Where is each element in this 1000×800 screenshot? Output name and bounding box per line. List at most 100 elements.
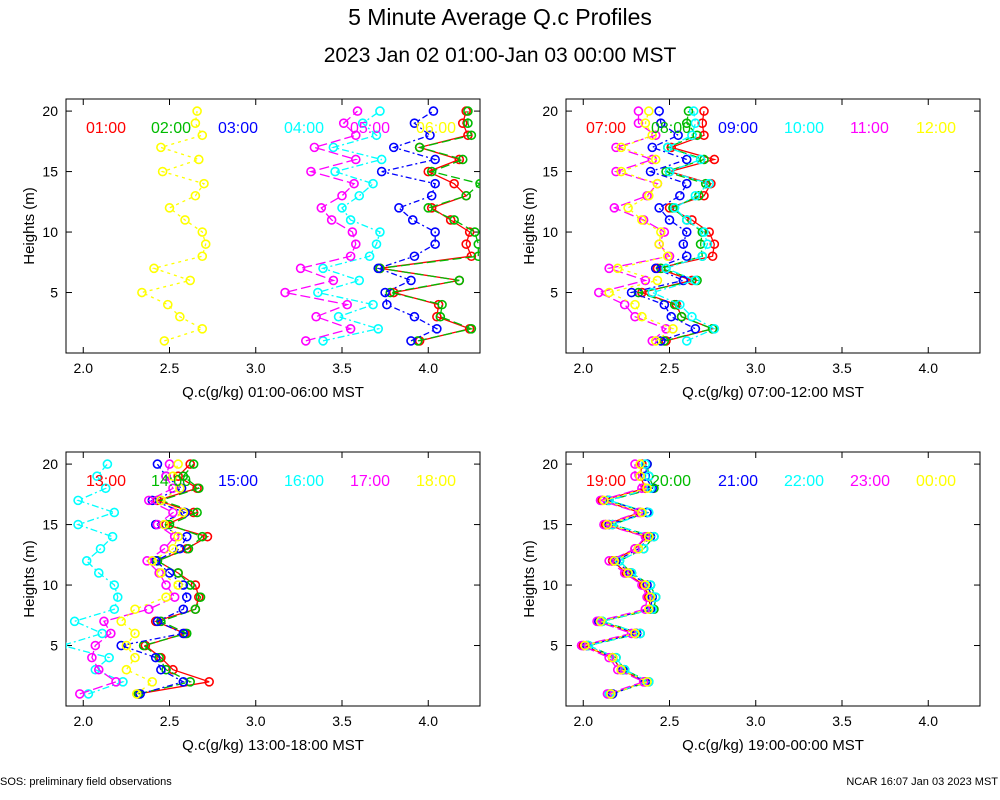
x-tick-label: 2.5 (160, 713, 180, 729)
data-point (87, 652, 97, 663)
data-point (69, 616, 80, 627)
data-point (414, 142, 425, 153)
data-point (652, 275, 663, 286)
data-point (156, 568, 166, 578)
data-point (699, 154, 709, 165)
x-axis-label: Q.c(g/kg) 19:00-00:00 MST (682, 737, 864, 754)
y-tick-label: 5 (50, 638, 58, 654)
data-point (426, 203, 437, 213)
x-axis-label: Q.c(g/kg) 07:00-12:00 MST (682, 384, 864, 401)
data-point (173, 459, 183, 469)
data-point (435, 311, 446, 322)
footer-timestamp: NCAR 16:07 Jan 03 2023 MST (846, 776, 998, 788)
data-point (178, 580, 189, 590)
data-point (612, 263, 623, 274)
series-line-1600 (66, 463, 125, 695)
data-point (385, 287, 396, 298)
data-point (666, 311, 677, 322)
x-tick-label: 3.5 (832, 360, 852, 376)
legend-entry: 18:00 (416, 473, 456, 490)
data-point (188, 459, 199, 469)
data-point (352, 106, 363, 116)
y-tick-label: 10 (42, 577, 58, 593)
data-point (616, 664, 627, 675)
data-point (156, 142, 166, 153)
x-tick-label: 4.0 (919, 360, 939, 376)
data-point (168, 507, 178, 518)
legend-entry: 00:00 (916, 473, 956, 490)
data-point (707, 251, 718, 262)
data-point (580, 640, 590, 651)
x-tick-label: 4.0 (419, 360, 439, 376)
data-point (592, 616, 602, 627)
y-tick-label: 20 (42, 103, 58, 119)
data-point (181, 531, 192, 542)
data-point (464, 227, 475, 237)
data-point (647, 287, 658, 298)
data-point (616, 166, 627, 177)
data-point (699, 106, 709, 116)
data-point (466, 324, 477, 334)
data-point (159, 336, 170, 346)
data-point (675, 299, 685, 310)
data-point (681, 251, 692, 262)
data-point (687, 311, 697, 322)
data-point (699, 130, 709, 141)
data-point (345, 215, 356, 225)
data-point (200, 239, 211, 249)
data-point (197, 251, 208, 262)
data-point (300, 336, 311, 346)
data-point (661, 263, 671, 274)
data-point (66, 642, 68, 649)
data-point (599, 495, 609, 506)
data-point (109, 580, 120, 590)
y-tick-label: 15 (42, 164, 58, 180)
data-point (642, 677, 652, 687)
data-point (199, 178, 209, 189)
legend-entry: 19:00 (586, 473, 626, 490)
legend-entry: 03:00 (218, 120, 258, 137)
data-point (306, 166, 316, 177)
y-tick-label: 15 (542, 517, 558, 533)
legend-entry: 09:00 (718, 120, 758, 137)
data-point (371, 239, 382, 249)
data-point (90, 640, 101, 651)
data-point (409, 251, 420, 262)
legend-entry: 22:00 (784, 473, 824, 490)
data-point (637, 215, 647, 225)
data-point (345, 324, 356, 334)
data-point (704, 178, 714, 189)
data-point (583, 640, 594, 651)
data-point (704, 227, 714, 237)
y-tick-label: 10 (542, 224, 558, 240)
data-point (75, 689, 85, 699)
data-point (373, 263, 384, 274)
legend-entry: 23:00 (850, 473, 890, 490)
x-tick-label: 3.0 (246, 713, 266, 729)
legend-entry: 08:00 (651, 120, 691, 137)
data-point (430, 227, 440, 237)
data-point (643, 106, 654, 116)
data-point (333, 311, 344, 322)
data-point (93, 568, 104, 578)
plot-area (576, 459, 661, 699)
data-point (654, 203, 664, 213)
data-point (461, 239, 472, 249)
data-point (673, 130, 683, 141)
data-point (681, 336, 692, 346)
data-point (190, 118, 201, 128)
chart-title: 5 Minute Average Q.c Profiles (348, 4, 652, 30)
data-point (338, 118, 349, 128)
data-point (376, 166, 387, 177)
data-point (345, 251, 356, 262)
data-point (662, 142, 673, 153)
legend-entry: 11:00 (850, 120, 889, 137)
data-point (640, 459, 651, 469)
data-point (656, 227, 666, 237)
data-point (604, 287, 614, 298)
plot-frame (565, 98, 981, 354)
data-point (121, 664, 132, 675)
data-point (454, 154, 465, 165)
data-point (109, 507, 120, 518)
x-tick-label: 3.0 (746, 360, 766, 376)
